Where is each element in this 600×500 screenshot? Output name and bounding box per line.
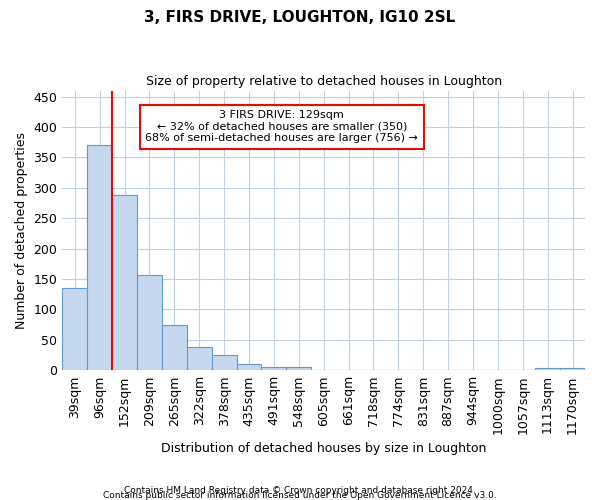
Bar [112,195,137,370]
Bar [162,324,187,370]
Bar [535,368,560,370]
Bar [262,368,286,370]
Text: Contains public sector information licensed under the Open Government Licence v3: Contains public sector information licen… [103,491,497,500]
Bar [212,355,236,370]
Bar [286,368,311,370]
Text: 3, FIRS DRIVE, LOUGHTON, IG10 2SL: 3, FIRS DRIVE, LOUGHTON, IG10 2SL [145,10,455,25]
Bar [187,347,212,370]
Title: Size of property relative to detached houses in Loughton: Size of property relative to detached ho… [146,75,502,88]
Bar [137,276,162,370]
Text: Contains HM Land Registry data © Crown copyright and database right 2024.: Contains HM Land Registry data © Crown c… [124,486,476,495]
Bar [560,368,585,370]
Y-axis label: Number of detached properties: Number of detached properties [15,132,28,329]
X-axis label: Distribution of detached houses by size in Loughton: Distribution of detached houses by size … [161,442,487,455]
Bar [87,146,112,370]
Text: 3 FIRS DRIVE: 129sqm
← 32% of detached houses are smaller (350)
68% of semi-deta: 3 FIRS DRIVE: 129sqm ← 32% of detached h… [145,110,418,144]
Bar [62,288,87,370]
Bar [236,364,262,370]
